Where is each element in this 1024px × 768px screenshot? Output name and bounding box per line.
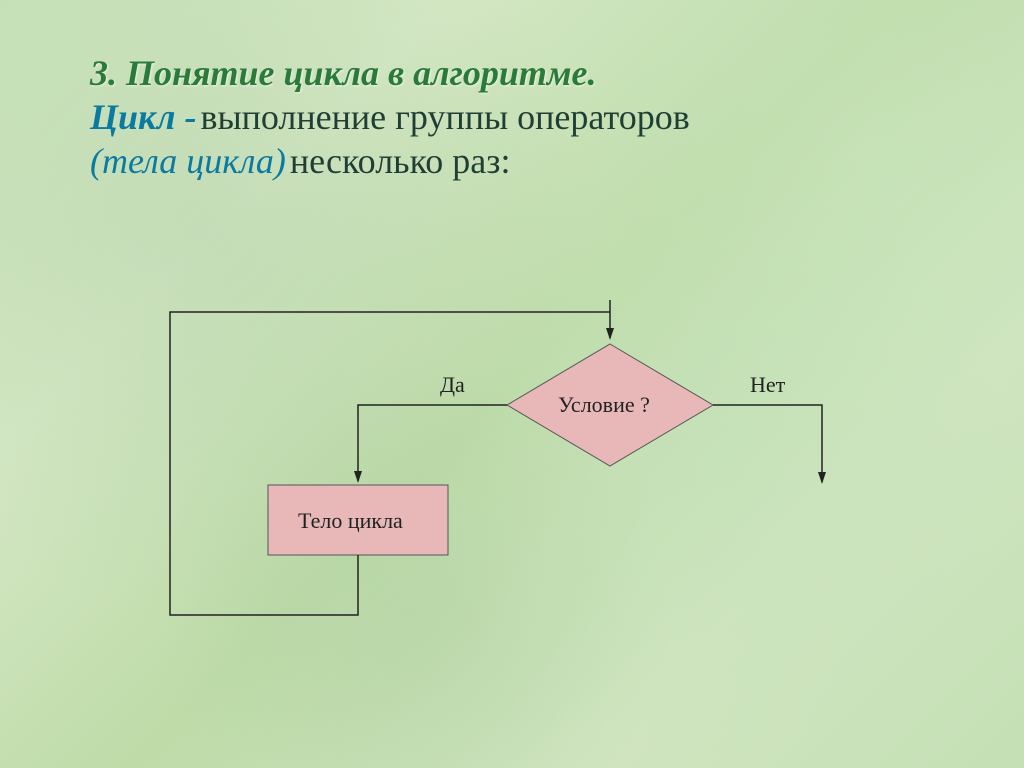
title-text: 3. Понятие цикла в алгоритме. [90, 53, 597, 93]
edge-no [713, 405, 822, 482]
yes-label: Да [440, 372, 465, 398]
edge-yes [358, 405, 507, 481]
condition-label: Условие ? [558, 392, 650, 418]
flowchart-diagram: Условие ? Тело цикла Да Нет [150, 300, 900, 660]
text-part1: выполнение группы операторов [200, 97, 689, 137]
flowchart-svg [150, 300, 900, 660]
heading-line2: Цикл - выполнение группы операторов [90, 96, 934, 138]
edge-loopback [170, 312, 610, 615]
italic-text: (тела цикла) [90, 141, 286, 181]
body-label: Тело цикла [298, 508, 403, 534]
text-part2: несколько раз: [290, 141, 511, 181]
cyan-word: Цикл - [90, 97, 196, 137]
heading-block: 3. Понятие цикла в алгоритме. Цикл - вып… [90, 52, 934, 182]
no-label: Нет [750, 372, 785, 398]
heading-line3: (тела цикла) несколько раз: [90, 140, 934, 182]
heading-title: 3. Понятие цикла в алгоритме. [90, 52, 934, 94]
slide-content: 3. Понятие цикла в алгоритме. Цикл - вып… [0, 0, 1024, 768]
